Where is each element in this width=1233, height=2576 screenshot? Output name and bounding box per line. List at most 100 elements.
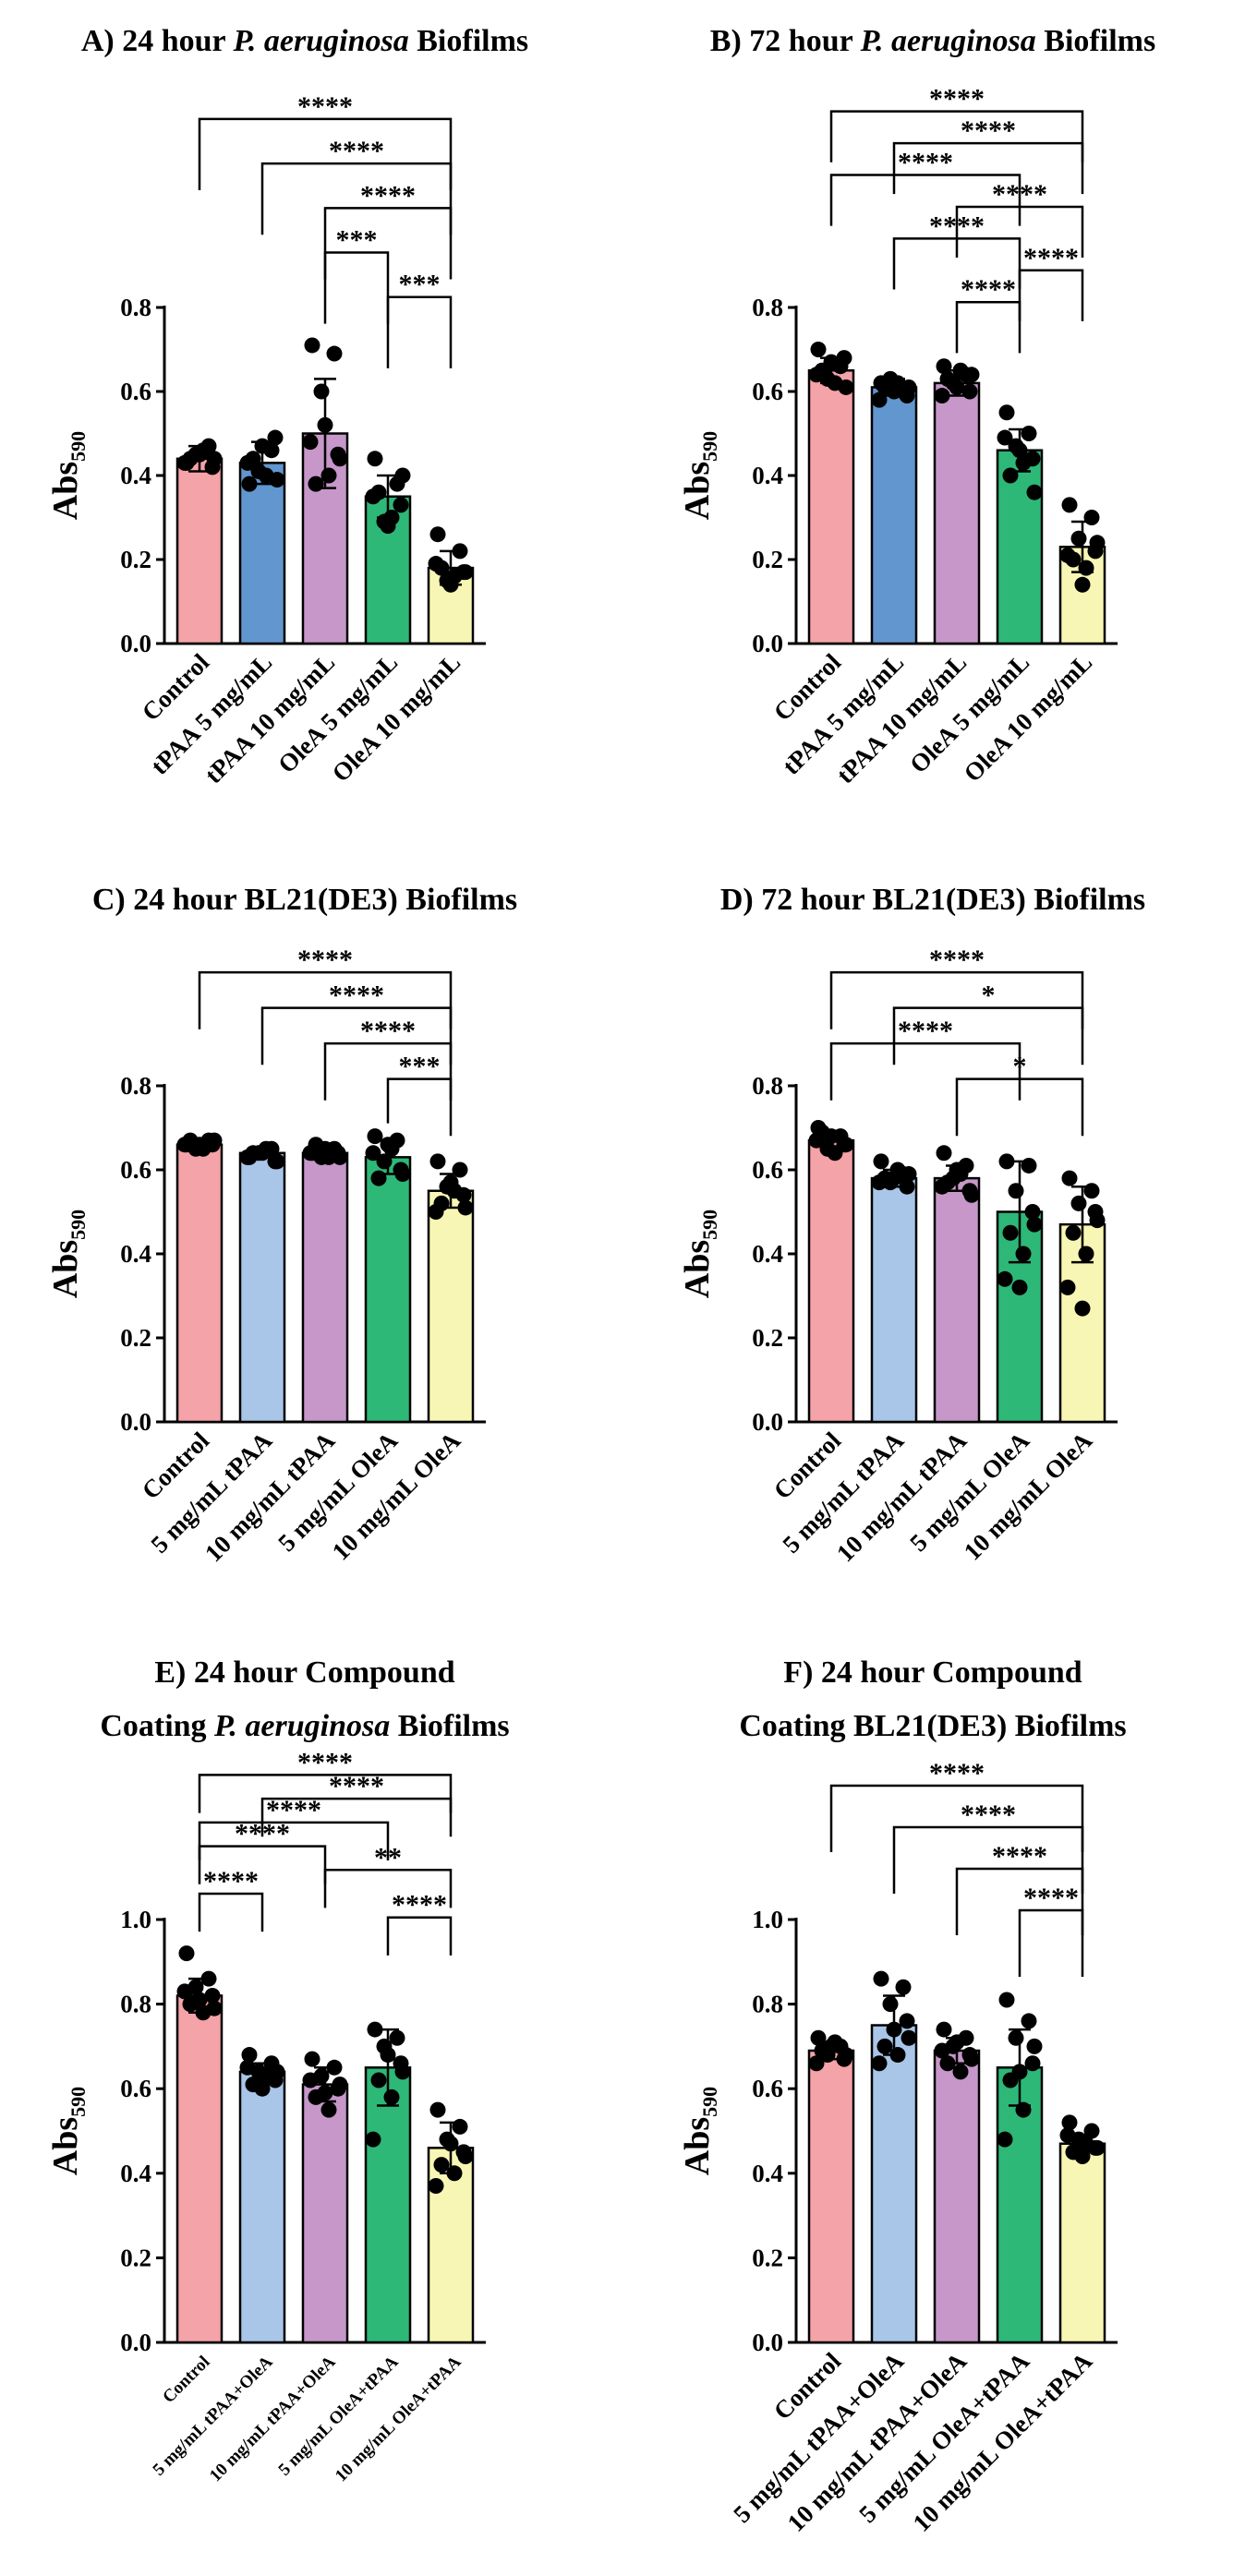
- chart-title-line2-text: Coating BL21(DE3) Biofilms: [739, 1709, 1126, 1743]
- category-label: 10 mg/mL tPAA+OleA: [206, 2352, 340, 2486]
- chart-title-line2: Coating BL21(DE3) Biofilms: [739, 1709, 1126, 1743]
- significance-bracket: [955, 205, 1084, 259]
- data-point: [254, 1145, 271, 1162]
- data-point: [949, 1162, 965, 1178]
- bar-1: [175, 457, 224, 645]
- significance-bracket: [829, 970, 1084, 1029]
- data-point: [1002, 467, 1019, 484]
- y-axis-label-text: Abs: [678, 462, 717, 520]
- significance-bracket: [198, 1774, 453, 1813]
- significance-bracket: [892, 141, 1084, 195]
- data-point: [457, 1199, 474, 1216]
- significance-bracket: [1018, 1908, 1084, 1977]
- data-point: [901, 1166, 917, 1183]
- data-point: [394, 2064, 411, 2080]
- significance-bracket: [323, 1869, 453, 1908]
- y-axis-label: Abs590: [678, 431, 721, 520]
- significance-label: ****: [992, 1841, 1047, 1872]
- significance-label: ***: [399, 270, 441, 300]
- data-point: [269, 1153, 285, 1170]
- data-point: [1026, 1216, 1043, 1233]
- chart-title-prefix: E): [154, 1655, 194, 1690]
- chart-title-suffix: Biofilms: [409, 24, 528, 58]
- significance-bracket: [892, 1006, 1084, 1065]
- significance-label: ****: [898, 1016, 953, 1046]
- significance-label: ****: [266, 1795, 321, 1825]
- data-point: [1061, 2114, 1078, 2131]
- bar-4: [364, 2066, 412, 2344]
- chart-title-italic: P. aeruginosa: [860, 24, 1036, 58]
- y-tick-label: 0.8: [120, 1991, 151, 2018]
- data-point: [1015, 454, 1032, 471]
- significance-label: ***: [336, 225, 378, 256]
- significance-label: ****: [297, 945, 353, 975]
- data-point: [442, 1174, 459, 1191]
- data-point: [365, 1145, 381, 1162]
- chart-panel-5: E) 24 hour Compound Coating P. aeruginosa…: [46, 1655, 510, 2486]
- category-label: Control: [159, 2353, 213, 2407]
- data-point: [838, 2047, 854, 2064]
- bar-1: [807, 369, 855, 645]
- significance-bracket: [955, 300, 1021, 354]
- significance-label: ****: [961, 274, 1016, 305]
- data-point: [1015, 1246, 1032, 1262]
- data-point: [206, 451, 223, 467]
- data-point: [871, 2055, 888, 2072]
- category-label: 5 mg/mL OleA+tPAA: [275, 2352, 403, 2479]
- significance-label: ****: [929, 945, 985, 975]
- significance-label: *: [1013, 1052, 1027, 1082]
- y-tick-label: 0.0: [752, 630, 783, 657]
- y-tick-label: 0.4: [752, 462, 783, 489]
- chart-title-line2-text: Coating: [100, 1709, 214, 1743]
- data-point: [1089, 535, 1106, 551]
- data-point: [1002, 1224, 1019, 1241]
- significance-bracket: [260, 1797, 453, 1837]
- data-point: [939, 2055, 956, 2072]
- significance-label: ****: [961, 1800, 1016, 1830]
- data-point: [810, 342, 827, 357]
- data-point: [997, 429, 1013, 446]
- significance-bracket: [386, 1916, 453, 1956]
- chart-title-suffix: Biofilms: [1036, 24, 1155, 58]
- data-point: [394, 1166, 411, 1183]
- data-point: [457, 2148, 474, 2164]
- chart-panel-4: D) 72 hour BL21(DE3) Biofilms 0.0 0.2 0.4 0.…: [678, 883, 1145, 1567]
- significance-label: ****: [329, 981, 384, 1011]
- significance-bracket: [1018, 269, 1084, 321]
- data-point: [457, 564, 474, 581]
- significance-label: ***: [399, 1052, 441, 1082]
- y-tick-label: 0.0: [120, 630, 151, 657]
- data-point: [241, 2047, 258, 2064]
- significance-label: ****: [360, 180, 416, 211]
- data-point: [876, 2038, 893, 2054]
- data-point: [442, 576, 459, 593]
- data-point: [1083, 2123, 1100, 2139]
- data-point: [1021, 1157, 1037, 1174]
- data-point: [899, 2013, 915, 2029]
- chart-panel-1: A) 24 hour P. aeruginosa Biofilms 0.0 0.2 0…: [46, 24, 528, 788]
- data-point: [886, 2021, 902, 2038]
- y-tick-label: 0.4: [752, 2160, 783, 2187]
- data-point: [428, 2178, 444, 2195]
- significance-bracket: [386, 295, 453, 368]
- bar-5: [1058, 2142, 1106, 2344]
- data-point: [241, 475, 258, 492]
- significance-label: ****: [392, 1890, 447, 1920]
- y-tick-label: 0.6: [120, 378, 151, 405]
- data-point: [1021, 426, 1037, 441]
- data-point: [871, 391, 888, 408]
- significance-bracket: [829, 1784, 1084, 1852]
- chart-title-suffix: Biofilms: [390, 1709, 509, 1743]
- data-point: [191, 1137, 208, 1153]
- data-point: [429, 2101, 446, 2118]
- y-axis-label-subscript: 590: [66, 1210, 90, 1240]
- data-point: [1089, 2139, 1106, 2156]
- significance-bracket: [829, 1041, 1021, 1101]
- y-tick-label: 0.8: [120, 1072, 151, 1100]
- y-tick-label: 0.2: [752, 2244, 783, 2271]
- chart-title: F) 24 hour Compound: [783, 1655, 1082, 1690]
- y-tick-label: 0.2: [752, 546, 783, 573]
- data-point: [886, 1170, 902, 1186]
- significance-bracket: [829, 110, 1084, 163]
- bar-3: [933, 1176, 981, 1424]
